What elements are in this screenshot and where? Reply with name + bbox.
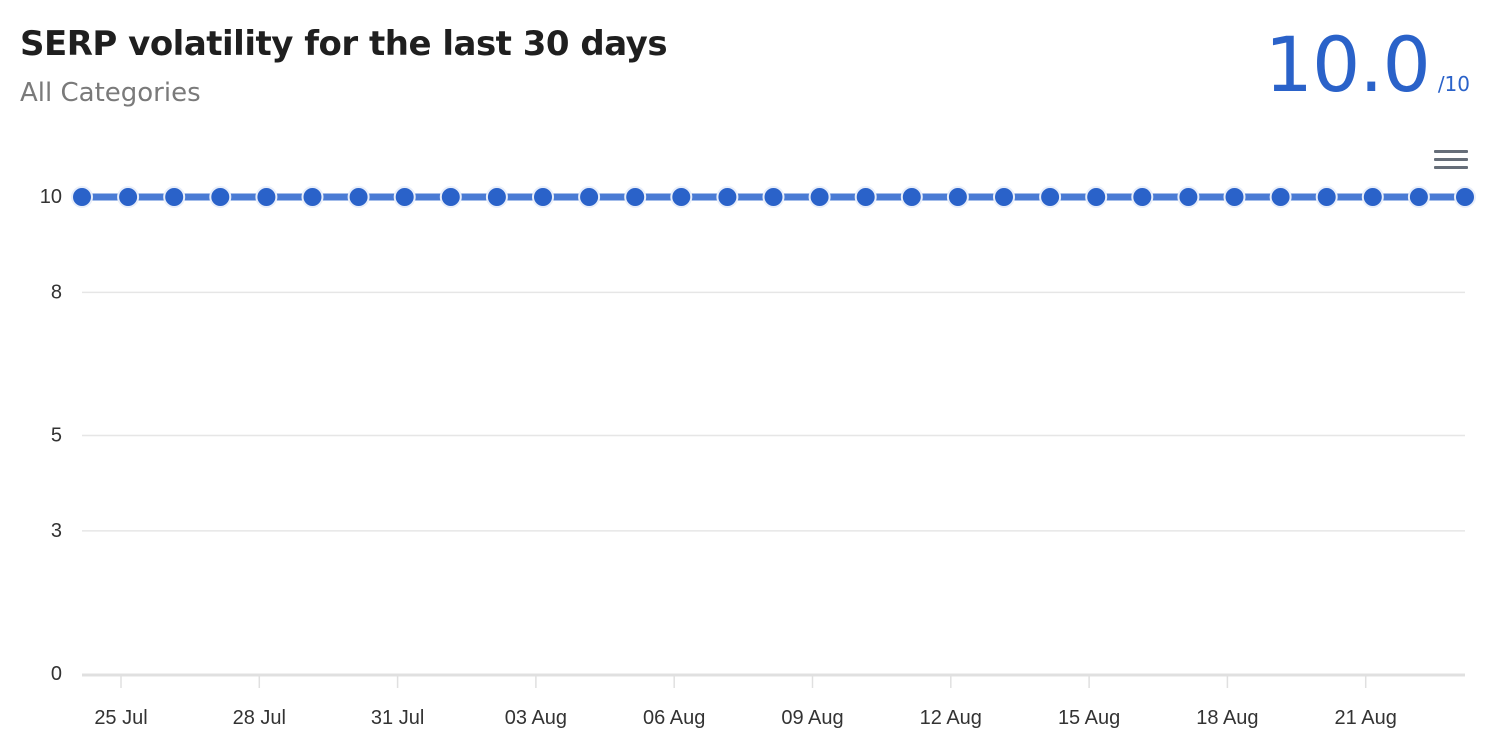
data-point[interactable] xyxy=(1039,186,1062,208)
score-value: 10.0 xyxy=(1264,20,1431,109)
x-tick-label: 06 Aug xyxy=(643,707,705,729)
y-tick-label: 5 xyxy=(51,425,62,447)
y-tick-label: 10 xyxy=(40,186,62,208)
chart-subtitle: All Categories xyxy=(20,78,201,108)
grid-lines xyxy=(82,196,1465,532)
data-point[interactable] xyxy=(347,186,370,208)
data-point[interactable] xyxy=(624,186,647,208)
y-tick-label: 0 xyxy=(51,663,62,685)
data-point[interactable] xyxy=(301,186,324,208)
chart-title: SERP volatility for the last 30 days xyxy=(20,24,668,64)
y-tick-label: 3 xyxy=(51,520,62,542)
x-tick-label: 21 Aug xyxy=(1335,707,1397,729)
data-point[interactable] xyxy=(439,186,462,208)
data-point[interactable] xyxy=(393,186,416,208)
data-point[interactable] xyxy=(117,186,140,208)
x-tick-label: 03 Aug xyxy=(505,707,567,729)
data-point[interactable] xyxy=(163,186,186,208)
data-point[interactable] xyxy=(1223,186,1246,208)
x-tick-label: 09 Aug xyxy=(781,707,843,729)
data-point[interactable] xyxy=(993,186,1015,208)
data-point[interactable] xyxy=(1361,186,1384,208)
x-tick-label: 28 Jul xyxy=(233,707,286,729)
data-point[interactable] xyxy=(1269,186,1292,208)
data-point[interactable] xyxy=(1177,186,1200,208)
x-axis: 25 Jul 28 Jul 31 Jul 03 Aug 06 Aug 09 Aug 12 A… xyxy=(82,673,1465,729)
data-point[interactable] xyxy=(1407,186,1430,208)
data-point[interactable] xyxy=(762,186,785,208)
data-point[interactable] xyxy=(1085,186,1108,208)
data-point[interactable] xyxy=(854,186,877,208)
data-point[interactable] xyxy=(209,186,232,208)
x-tick-label: 18 Aug xyxy=(1196,707,1258,729)
data-series xyxy=(71,186,1476,208)
data-point[interactable] xyxy=(71,186,93,208)
y-tick-label: 8 xyxy=(51,281,62,303)
data-point[interactable] xyxy=(255,186,278,208)
x-tick-label: 15 Aug xyxy=(1058,707,1120,729)
data-point[interactable] xyxy=(485,186,508,208)
data-point[interactable] xyxy=(670,186,693,208)
data-point[interactable] xyxy=(578,186,601,208)
x-tick-label: 25 Jul xyxy=(94,707,147,729)
data-point[interactable] xyxy=(1131,186,1154,208)
data-point[interactable] xyxy=(716,186,739,208)
data-point[interactable] xyxy=(1315,186,1338,208)
x-tick-label: 31 Jul xyxy=(371,707,424,729)
y-axis: 0 3 5 8 10 xyxy=(40,186,62,685)
score-display: 10.0/10 xyxy=(1265,20,1470,109)
data-point[interactable] xyxy=(532,186,554,208)
score-max: /10 xyxy=(1437,72,1470,96)
x-tick-label: 12 Aug xyxy=(920,707,982,729)
data-point[interactable] xyxy=(808,186,831,208)
hamburger-menu-icon[interactable] xyxy=(1434,150,1468,174)
data-point[interactable] xyxy=(946,186,969,208)
data-point[interactable] xyxy=(900,186,923,208)
data-point[interactable] xyxy=(1454,186,1476,208)
